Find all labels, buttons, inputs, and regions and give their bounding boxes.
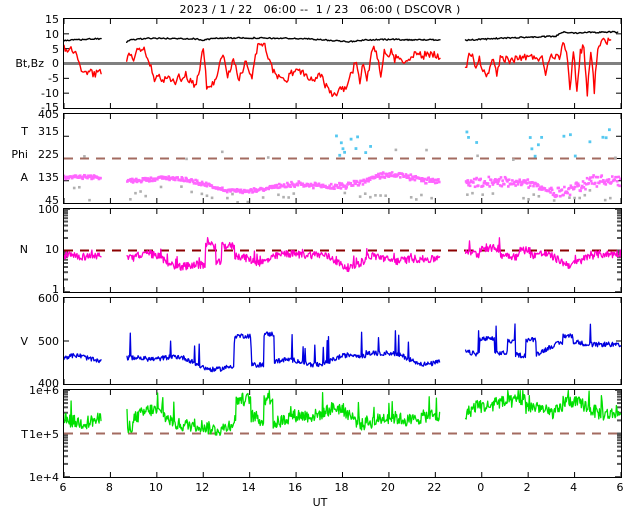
x-tick-label: 10 bbox=[148, 481, 163, 494]
x-tick-label: 16 bbox=[288, 481, 303, 494]
x-tick-label: 12 bbox=[195, 481, 210, 494]
ytick-mag-0: 15 bbox=[45, 13, 59, 26]
panel-temperature bbox=[63, 389, 622, 478]
ytick-den-2: 1 bbox=[52, 283, 59, 296]
ytick-ang-1: 315 bbox=[38, 125, 59, 138]
page-title: 2023 / 1 / 22 06:00 -- 1 / 23 06:00 ( DS… bbox=[179, 3, 461, 16]
ytick-vel-1: 500 bbox=[38, 335, 59, 348]
axis-label-btbz: Bt,Bz bbox=[15, 57, 44, 70]
ytick-mag-1: 10 bbox=[45, 28, 59, 41]
panel-magnetic-field bbox=[63, 18, 622, 109]
ytick-ang-0: 405 bbox=[38, 108, 59, 121]
axis-label-t-upper: T bbox=[21, 125, 28, 138]
ytick-ang-2: 225 bbox=[38, 148, 59, 161]
ytick-mag-5: -10 bbox=[41, 87, 59, 100]
ytick-vel-2: 400 bbox=[38, 377, 59, 390]
x-tick-label: 14 bbox=[241, 481, 256, 494]
axis-label-a: A bbox=[20, 171, 28, 184]
ytick-ang-4: 45 bbox=[45, 194, 59, 207]
temperature-plot bbox=[64, 390, 621, 477]
ytick-mag-4: -5 bbox=[48, 72, 59, 85]
x-tick-label: 0 bbox=[477, 481, 485, 494]
x-tick-label: 20 bbox=[380, 481, 395, 494]
ytick-tem-2: 1e+4 bbox=[29, 471, 59, 484]
x-tick-label: 8 bbox=[105, 481, 113, 494]
ytick-tem-0: 1e+6 bbox=[29, 384, 59, 397]
x-tick-label: 4 bbox=[570, 481, 578, 494]
axis-label-v: V bbox=[20, 335, 28, 348]
axis-label-t-lower: T bbox=[21, 428, 28, 441]
panel-angles bbox=[63, 113, 622, 204]
axis-label-phi: Phi bbox=[11, 148, 28, 161]
ytick-tem-1: 1e+5 bbox=[29, 428, 59, 441]
ytick-den-0: 100 bbox=[38, 203, 59, 216]
angles-plot bbox=[64, 114, 621, 203]
ytick-mag-3: 0 bbox=[52, 57, 59, 70]
ytick-ang-3: 135 bbox=[38, 171, 59, 184]
velocity-plot bbox=[64, 298, 621, 384]
ytick-mag-2: 5 bbox=[52, 43, 59, 56]
panel-density bbox=[63, 208, 622, 293]
x-tick-label: 6 bbox=[616, 481, 624, 494]
panel-velocity bbox=[63, 297, 622, 385]
magnetic-field-plot bbox=[64, 19, 621, 108]
ytick-vel-0: 600 bbox=[38, 292, 59, 305]
x-axis-title: UT bbox=[312, 496, 328, 509]
axis-label-n: N bbox=[19, 243, 28, 256]
ytick-mag-6: -15 bbox=[41, 101, 59, 114]
x-tick-label: 2 bbox=[523, 481, 531, 494]
x-tick-label: 6 bbox=[59, 481, 67, 494]
x-tick-label: 18 bbox=[334, 481, 349, 494]
density-plot bbox=[64, 209, 621, 292]
ytick-den-1: 10 bbox=[45, 243, 59, 256]
x-tick-label: 22 bbox=[427, 481, 442, 494]
